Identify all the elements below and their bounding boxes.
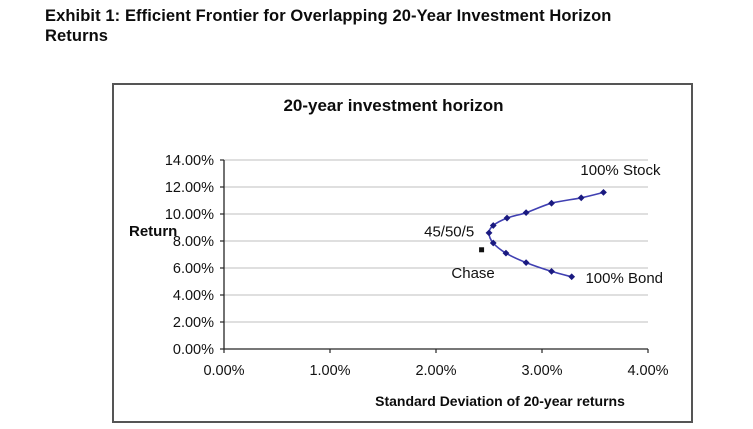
data-point-marker [503, 214, 511, 222]
y-axis-title: Return [129, 223, 178, 240]
data-point-marker [577, 194, 585, 202]
y-tick-label: 0.00% [173, 342, 214, 358]
annotation-100-stock: 100% Stock [580, 162, 661, 179]
x-tick-label: 2.00% [415, 363, 456, 379]
exhibit-heading-line1: Exhibit 1: Efficient Frontier for Overla… [45, 7, 612, 25]
chase-point-marker [479, 247, 485, 253]
frontier-chart-svg: 0.00% 2.00% 4.00% 6.00% 8.00% 10.00% 12.00% 14.… [165, 153, 669, 379]
y-tick-label: 10.00% [165, 207, 214, 223]
y-tick-label: 6.00% [173, 261, 214, 277]
data-point-marker [548, 199, 555, 207]
exhibit-heading-line2: Returns [45, 26, 109, 45]
x-tick-label: 4.00% [627, 363, 668, 379]
data-point-marker [485, 229, 493, 237]
exhibit-heading: Exhibit 1: Efficient Frontier for Overla… [45, 7, 735, 46]
y-tick-label: 4.00% [173, 288, 214, 304]
data-point-marker [489, 239, 497, 247]
data-point-marker [568, 273, 576, 281]
frontier-curve [488, 191, 604, 278]
annotation-100-bond: 100% Bond [585, 270, 663, 287]
data-point-marker [522, 259, 530, 266]
y-tick-label: 8.00% [173, 234, 214, 250]
y-tick-label: 14.00% [165, 153, 214, 169]
annotation-chase: Chase [451, 265, 494, 282]
x-tick-label: 3.00% [521, 363, 562, 379]
x-axis-title: Standard Deviation of 20-year returns [375, 393, 625, 409]
y-tick-label: 2.00% [173, 315, 214, 331]
data-point-marker [489, 222, 497, 229]
x-tick-label: 0.00% [203, 363, 244, 379]
chart-title: 20-year investment horizon [283, 96, 504, 115]
data-point-marker [548, 267, 555, 275]
data-point-marker [522, 209, 530, 217]
chart-frame: 0.00% 2.00% 4.00% 6.00% 8.00% 10.00% 12.00% 14.… [112, 83, 693, 423]
data-point-marker [502, 249, 510, 257]
data-point-marker [600, 189, 607, 196]
y-tick-label: 12.00% [165, 180, 214, 196]
annotation-45-50-5: 45/50/5 [424, 223, 474, 240]
x-tick-label: 1.00% [309, 363, 350, 379]
